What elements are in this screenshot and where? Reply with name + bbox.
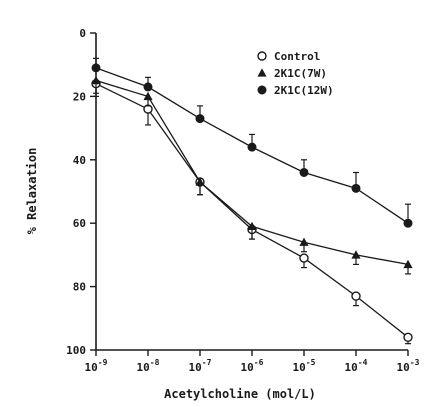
data-point: [299, 167, 309, 177]
x-tick-label: 10-4: [345, 358, 368, 374]
x-tick-label: 10-8: [137, 358, 160, 374]
data-point: [299, 237, 309, 246]
legend-label: 2K1C(7W): [274, 67, 327, 80]
series-2: [91, 57, 413, 228]
legend-item-0: Control: [257, 50, 320, 63]
legend: Control 2K1C(7W) 2K1C(12W): [257, 50, 334, 97]
y-tick-label: 0: [79, 27, 86, 40]
y-axis-title: % Relaxation: [25, 148, 39, 235]
x-tick-label: 10-6: [241, 358, 264, 374]
data-point: [351, 183, 361, 193]
series-line: [95, 83, 409, 338]
series-0: [91, 79, 413, 345]
data-point: [143, 82, 153, 92]
data-point: [403, 259, 413, 269]
y-tick-label: 60: [73, 217, 86, 230]
x-tick-label: 10-3: [397, 358, 420, 374]
legend-label: Control: [274, 50, 320, 63]
series-1: [91, 75, 413, 275]
data-point: [247, 221, 257, 231]
legend-marker: [257, 51, 267, 61]
data-point: [91, 63, 101, 73]
y-tick-label: 100: [66, 344, 86, 357]
y-tick-label: 80: [73, 281, 86, 294]
data-point: [195, 114, 205, 124]
x-axis-title: Acetylcholine (mol/L): [164, 387, 316, 401]
y-tick-label: 40: [73, 154, 86, 167]
data-point: [247, 142, 257, 152]
legend-label: 2K1C(12W): [274, 84, 334, 97]
series-layer: [91, 57, 413, 345]
data-point: [299, 253, 309, 263]
x-tick-label: 10-9: [85, 358, 108, 374]
legend-marker: [257, 68, 267, 77]
x-tick-label: 10-5: [293, 358, 316, 374]
y-tick-label: 20: [73, 90, 86, 103]
data-point: [351, 291, 361, 301]
data-point: [143, 91, 153, 101]
data-point: [403, 218, 413, 228]
legend-marker: [257, 85, 267, 95]
x-tick-label: 10-7: [189, 358, 212, 374]
data-point: [403, 332, 413, 343]
data-point: [91, 75, 101, 85]
legend-item-2: 2K1C(12W): [257, 84, 334, 97]
data-point: [195, 177, 205, 186]
legend-item-1: 2K1C(7W): [257, 67, 327, 80]
data-point: [351, 250, 361, 259]
